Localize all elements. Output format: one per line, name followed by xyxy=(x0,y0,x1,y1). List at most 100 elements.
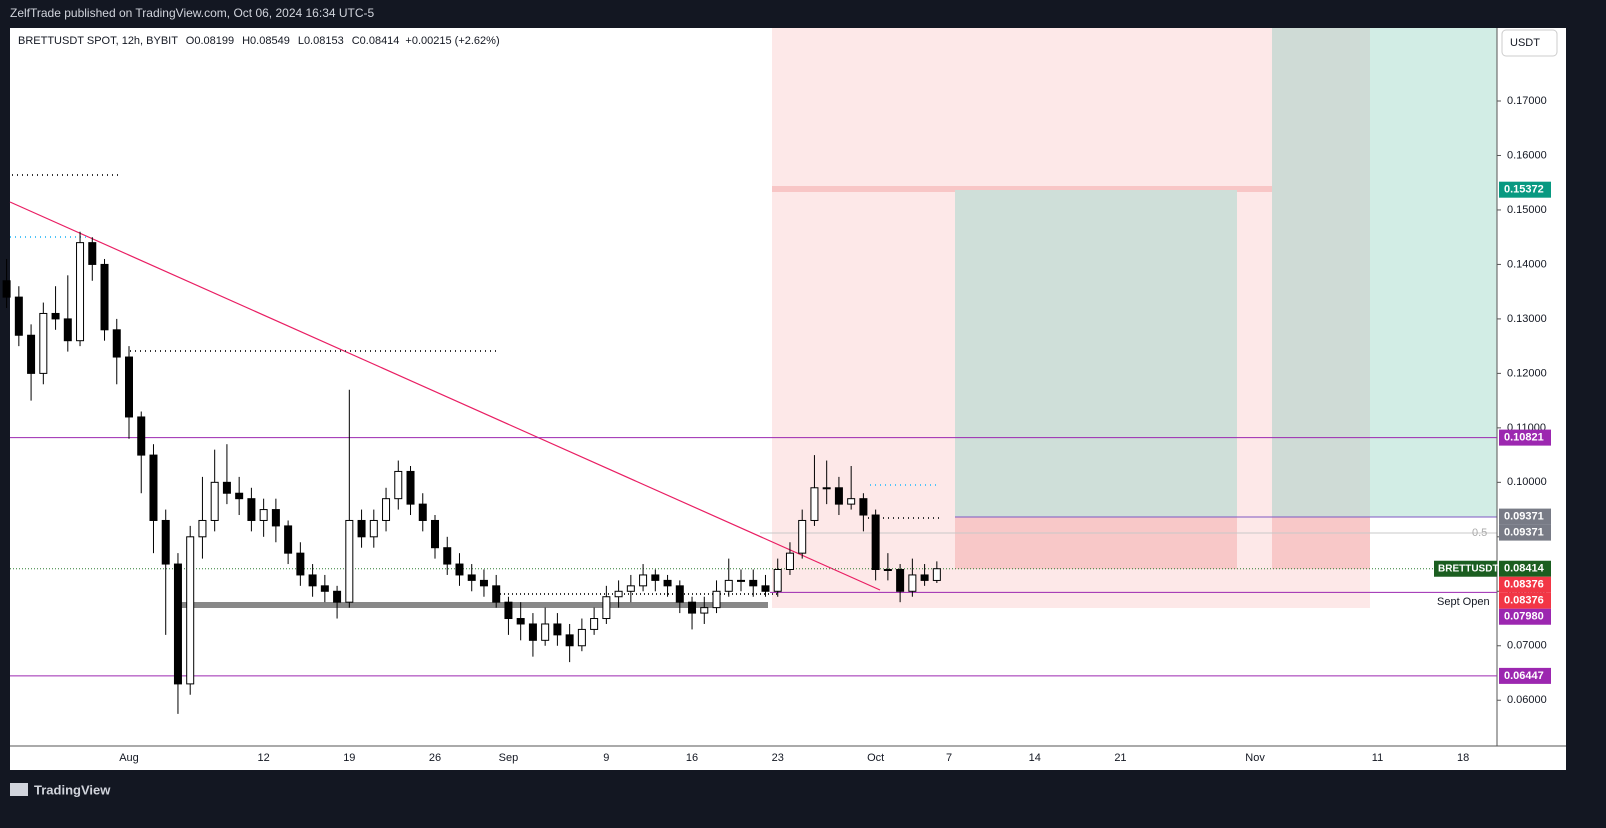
candle-body xyxy=(431,519,439,549)
zone-line xyxy=(772,186,1370,192)
y-tick-label: 0.10000 xyxy=(1507,476,1547,488)
candle-body xyxy=(822,487,831,490)
candle-body xyxy=(357,519,366,538)
candle-body xyxy=(492,585,501,603)
candle-body xyxy=(859,498,868,516)
candle-body xyxy=(345,519,354,603)
legend-item: 0.08414 xyxy=(360,35,400,47)
candle-body xyxy=(296,552,305,576)
target-box xyxy=(955,190,1237,517)
currency: USDT xyxy=(1510,37,1540,49)
candle-body xyxy=(590,618,599,630)
x-tick-label: Aug xyxy=(119,752,139,764)
x-tick-label: 11 xyxy=(1372,752,1383,764)
candle-body xyxy=(871,514,880,570)
x-tick-label: Oct xyxy=(867,752,884,764)
candle-body xyxy=(651,574,660,581)
candle-body xyxy=(761,585,770,592)
candle-body xyxy=(553,623,562,636)
candle-body xyxy=(247,498,256,521)
candle-body xyxy=(700,607,709,614)
price-label-box xyxy=(1499,524,1551,541)
candle-body xyxy=(834,487,843,505)
candle-body xyxy=(785,552,794,570)
price-label: 0.06447 xyxy=(1504,670,1544,682)
price-label-box xyxy=(1499,592,1551,609)
candle-body xyxy=(320,585,329,592)
x-tick-label: 21 xyxy=(1114,752,1126,764)
legend-item: 0.08153 xyxy=(304,35,344,47)
x-tick-label: 9 xyxy=(603,752,609,764)
candle-body xyxy=(639,574,648,587)
legend-item: C xyxy=(352,35,360,47)
candle-body xyxy=(333,590,342,603)
legend-item: BRETTUSDT SPOT, 12h, BYBIT xyxy=(18,35,178,47)
symbol-label-box xyxy=(1434,560,1497,577)
price-label: 0.15372 xyxy=(1504,184,1544,196)
candle-body xyxy=(284,525,293,554)
candle-body xyxy=(541,623,550,641)
y-tick-label: 0.15000 xyxy=(1507,204,1547,216)
price-label: 0.09371 xyxy=(1504,527,1544,539)
candle-body xyxy=(125,356,133,418)
candle-body xyxy=(602,596,611,620)
price-label: 0.08376 xyxy=(1504,595,1544,607)
candle-body xyxy=(883,568,892,571)
candle-body xyxy=(210,481,219,521)
candle-body xyxy=(271,509,280,527)
legend: BRETTUSDT SPOT, 12h, BYBIT O0.08199 H0.085… xyxy=(18,35,500,47)
y-tick-label: 0.13000 xyxy=(1507,313,1547,325)
level-label: Sept Open xyxy=(1437,596,1490,608)
candle-body xyxy=(908,574,917,592)
candle-body xyxy=(100,263,109,331)
price-label-box xyxy=(1499,508,1551,525)
legend-item: 0.08199 xyxy=(194,35,234,47)
publisher: ZelfTrade published on TradingView.com, … xyxy=(10,6,375,20)
candle-body xyxy=(149,454,158,521)
currency-button[interactable] xyxy=(1501,29,1558,57)
price-label: 0.07980 xyxy=(1504,611,1544,623)
candle-body xyxy=(712,590,721,609)
x-tick-label: 14 xyxy=(1029,752,1041,764)
candle-body xyxy=(516,618,525,625)
logo-icon xyxy=(10,783,28,796)
price-label: 0.08376 xyxy=(1504,579,1544,591)
candle-body xyxy=(418,503,427,521)
footer-logo: TradingView xyxy=(34,782,111,797)
candle-body xyxy=(137,416,146,456)
x-tick-label: 16 xyxy=(686,752,698,764)
candle-body xyxy=(932,568,941,581)
x-tick-label: Nov xyxy=(1245,752,1265,764)
candle-body xyxy=(528,623,537,641)
legend-item: 0.08549 xyxy=(250,35,290,47)
candle-body xyxy=(14,296,23,336)
price-label-box xyxy=(1499,181,1551,198)
y-tick-label: 0.07000 xyxy=(1507,640,1547,652)
candle-body xyxy=(626,585,635,592)
candle-body xyxy=(896,568,905,592)
candle-body xyxy=(455,563,464,576)
candle-body xyxy=(369,519,378,538)
legend-item: O xyxy=(186,35,195,47)
price-label: 0.08414 xyxy=(1504,563,1545,575)
candle-body xyxy=(406,470,415,505)
price-label-box xyxy=(1499,667,1551,684)
candle-body xyxy=(198,519,207,538)
candle-body xyxy=(724,579,733,592)
y-tick-label: 0.12000 xyxy=(1507,367,1547,379)
x-tick-label: 12 xyxy=(258,752,270,764)
target-box xyxy=(1272,28,1370,517)
candle-body xyxy=(773,568,782,592)
candle-body xyxy=(63,318,72,342)
trendline xyxy=(9,201,881,591)
x-tick-label: 18 xyxy=(1457,752,1469,764)
price-label-box xyxy=(1499,429,1551,446)
candle-body xyxy=(173,563,182,685)
price-label-box xyxy=(1499,608,1551,625)
candle-body xyxy=(161,519,170,565)
candle-body xyxy=(810,487,819,521)
legend-item: L xyxy=(298,35,304,47)
candle-body xyxy=(479,579,488,587)
x-tick-label: 19 xyxy=(343,752,355,764)
